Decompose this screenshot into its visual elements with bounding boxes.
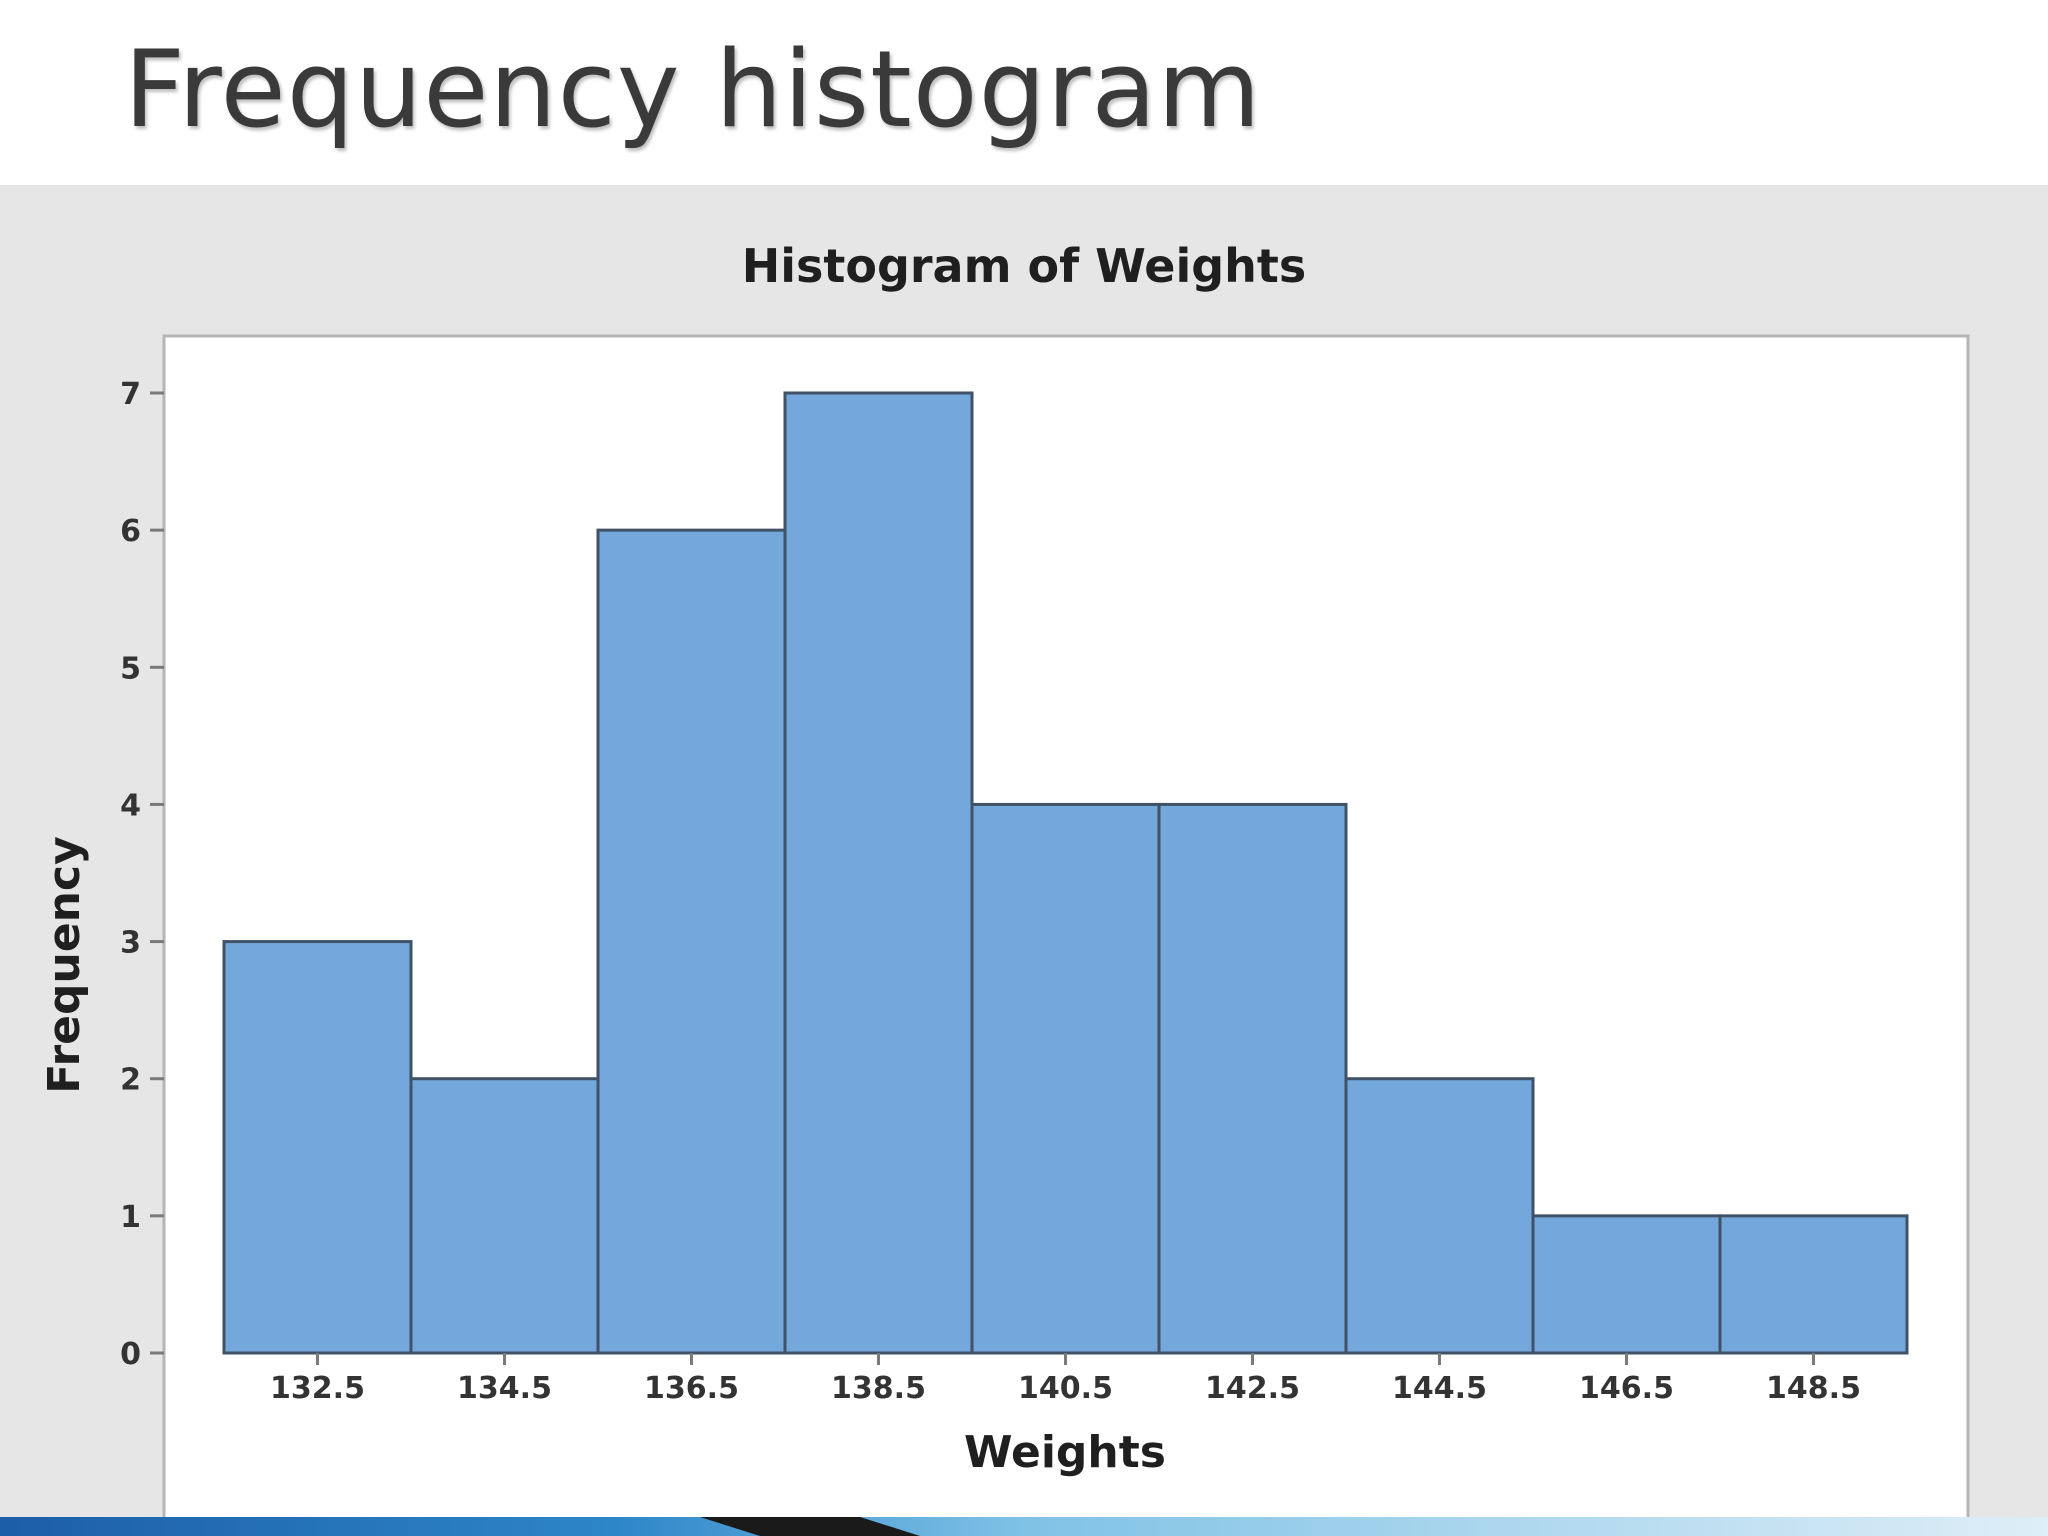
x-tick-label: 134.5 — [457, 1371, 552, 1406]
x-tick-label: 136.5 — [644, 1371, 739, 1406]
slide-title: Frequency histogram — [124, 28, 1262, 151]
y-tick-label: 5 — [120, 651, 141, 686]
x-tick-label: 138.5 — [831, 1371, 926, 1406]
histogram-bar — [1344, 1077, 1535, 1355]
x-tick-label: 140.5 — [1018, 1371, 1113, 1406]
x-tick-label: 142.5 — [1205, 1371, 1300, 1406]
y-tick-label: 1 — [120, 1200, 141, 1235]
y-tick-label: 6 — [120, 514, 141, 549]
histogram-bar — [970, 802, 1161, 1355]
histogram-chart: Histogram of Weights 0 1 2 3 4 5 6 7 132.5 134.5… — [39, 239, 1970, 1520]
y-tick-label: 2 — [120, 1063, 141, 1098]
histogram-bar — [1531, 1214, 1722, 1355]
y-tick-label: 0 — [120, 1337, 141, 1372]
histogram-bar — [409, 1077, 600, 1355]
x-tick-label: 148.5 — [1766, 1371, 1861, 1406]
y-tick-label: 4 — [120, 788, 141, 823]
chart-title: Histogram of Weights — [742, 239, 1307, 293]
x-tick-label: 132.5 — [270, 1371, 365, 1406]
y-tick-label: 7 — [120, 377, 141, 412]
histogram-bar — [1718, 1214, 1909, 1355]
y-tick-label: 3 — [120, 926, 141, 961]
y-axis: 0 1 2 3 4 5 6 7 — [120, 336, 166, 1520]
histogram-bar — [1157, 802, 1348, 1355]
x-axis-title: Weights — [964, 1427, 1166, 1478]
y-axis-title: Frequency — [39, 836, 90, 1094]
x-tick-label: 146.5 — [1579, 1371, 1674, 1406]
slide-footer-bar — [0, 1517, 2048, 1536]
histogram-bar — [222, 940, 413, 1355]
chart-panel: Histogram of Weights 0 1 2 3 4 5 6 7 132.5 134.5… — [0, 185, 2048, 1520]
x-tick-label: 144.5 — [1392, 1371, 1487, 1406]
histogram-bar — [596, 528, 787, 1355]
x-axis: 132.5 134.5 136.5 138.5 140.5 142.5 144.5 146.5… — [270, 1353, 1861, 1406]
histogram-bar — [783, 391, 974, 1355]
bars-group — [222, 391, 1909, 1355]
